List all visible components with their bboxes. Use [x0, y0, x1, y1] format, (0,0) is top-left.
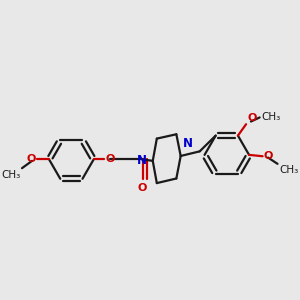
Text: CH₃: CH₃ [261, 112, 280, 122]
Text: O: O [264, 151, 273, 161]
Text: O: O [248, 113, 257, 123]
Text: N: N [137, 154, 147, 167]
Text: CH₃: CH₃ [279, 165, 298, 175]
Text: O: O [26, 154, 36, 164]
Text: O: O [138, 183, 147, 193]
Text: CH₃: CH₃ [2, 169, 21, 179]
Text: O: O [105, 154, 115, 164]
Text: N: N [183, 137, 193, 150]
